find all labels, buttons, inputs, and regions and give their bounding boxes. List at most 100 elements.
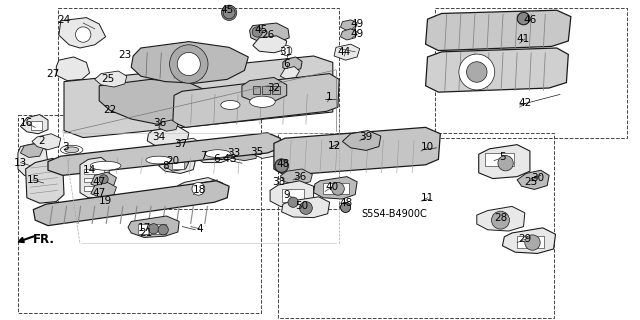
Text: 34: 34	[152, 132, 165, 142]
Text: 49: 49	[351, 28, 364, 39]
Text: 37: 37	[174, 139, 187, 149]
Polygon shape	[314, 177, 357, 199]
Text: 44: 44	[338, 47, 351, 57]
Text: 21: 21	[140, 228, 152, 238]
Circle shape	[177, 52, 200, 76]
Circle shape	[332, 182, 344, 195]
Polygon shape	[99, 79, 214, 124]
Circle shape	[492, 211, 509, 229]
Polygon shape	[502, 228, 556, 253]
Text: 30: 30	[531, 172, 544, 183]
Polygon shape	[342, 131, 381, 150]
Polygon shape	[128, 216, 179, 237]
Bar	[172, 162, 184, 169]
Text: 1: 1	[326, 92, 333, 102]
Text: 36: 36	[154, 118, 166, 128]
Text: 48: 48	[276, 159, 289, 169]
Ellipse shape	[250, 96, 275, 107]
Text: 32: 32	[268, 83, 280, 93]
Bar	[272, 86, 280, 94]
Polygon shape	[340, 20, 357, 30]
Text: S5S4-B4900C: S5S4-B4900C	[362, 209, 428, 219]
Text: 12: 12	[328, 140, 340, 151]
Bar	[58, 8, 339, 209]
Bar	[84, 169, 104, 174]
Bar	[517, 236, 544, 248]
Polygon shape	[20, 143, 44, 157]
Text: 46: 46	[524, 15, 536, 25]
Polygon shape	[131, 42, 248, 83]
Text: 25: 25	[101, 74, 114, 84]
Polygon shape	[80, 157, 110, 198]
Text: 16: 16	[20, 118, 33, 128]
Polygon shape	[147, 126, 189, 148]
Polygon shape	[165, 158, 189, 171]
Bar	[435, 8, 627, 138]
Polygon shape	[33, 181, 229, 226]
Text: 3: 3	[62, 141, 68, 152]
Polygon shape	[159, 120, 178, 131]
Text: 14: 14	[83, 165, 96, 175]
Circle shape	[221, 5, 237, 20]
Text: 36: 36	[293, 172, 306, 182]
Bar	[31, 121, 42, 130]
Ellipse shape	[61, 145, 83, 154]
Text: 2: 2	[38, 136, 45, 146]
Ellipse shape	[205, 150, 230, 157]
Circle shape	[288, 197, 298, 207]
Text: 41: 41	[517, 34, 530, 44]
Text: 50: 50	[296, 201, 308, 212]
Polygon shape	[32, 134, 61, 150]
Text: 8: 8	[162, 161, 168, 172]
Polygon shape	[176, 178, 223, 200]
Text: 10: 10	[421, 142, 434, 152]
Text: 45: 45	[221, 4, 234, 15]
Text: 17: 17	[138, 223, 150, 233]
Circle shape	[498, 156, 513, 171]
Circle shape	[148, 224, 159, 234]
Text: 7: 7	[200, 151, 207, 161]
Polygon shape	[479, 145, 530, 179]
Bar	[282, 189, 304, 202]
Circle shape	[275, 159, 288, 172]
Ellipse shape	[65, 147, 79, 153]
Polygon shape	[48, 133, 280, 175]
Bar	[18, 115, 261, 313]
Text: 40: 40	[325, 182, 338, 192]
Ellipse shape	[90, 161, 121, 170]
Circle shape	[517, 12, 530, 25]
Polygon shape	[26, 158, 64, 203]
Ellipse shape	[221, 100, 240, 109]
Polygon shape	[334, 44, 360, 60]
Text: 39: 39	[360, 132, 372, 142]
Polygon shape	[242, 77, 287, 102]
Ellipse shape	[146, 156, 172, 164]
Bar	[485, 153, 514, 166]
Polygon shape	[283, 57, 302, 71]
Polygon shape	[280, 169, 312, 185]
Polygon shape	[59, 18, 106, 48]
Text: 29: 29	[518, 234, 531, 244]
Circle shape	[459, 54, 495, 90]
Text: 45: 45	[255, 25, 268, 36]
Text: 11: 11	[421, 193, 434, 203]
Text: 13: 13	[14, 157, 27, 168]
Polygon shape	[477, 206, 525, 231]
Text: 49: 49	[351, 19, 364, 29]
Circle shape	[252, 27, 262, 37]
Polygon shape	[18, 143, 48, 179]
Text: 20: 20	[166, 156, 179, 166]
Bar	[262, 86, 270, 94]
Circle shape	[525, 235, 540, 250]
Polygon shape	[176, 138, 202, 154]
Polygon shape	[280, 67, 300, 79]
Text: FR.: FR.	[33, 233, 54, 246]
Circle shape	[158, 225, 168, 235]
Polygon shape	[64, 56, 333, 138]
Polygon shape	[95, 71, 127, 87]
Text: 5: 5	[499, 152, 506, 163]
Text: 24: 24	[58, 15, 70, 25]
Circle shape	[192, 182, 205, 195]
Bar	[84, 186, 104, 191]
Text: 31: 31	[280, 47, 292, 57]
